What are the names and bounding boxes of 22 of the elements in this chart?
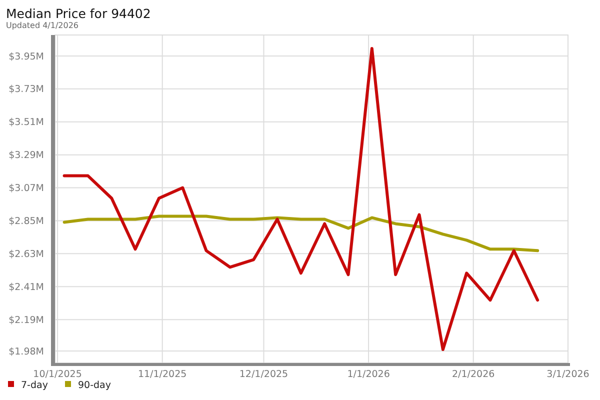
x-tick-label: 3/1/2026 <box>546 369 590 380</box>
chart-title: Median Price for 94402 <box>6 6 151 21</box>
y-tick-label: $2.63M <box>8 248 44 260</box>
y-tick-label: $2.41M <box>8 282 44 293</box>
legend-label: 90-day <box>78 380 112 391</box>
y-tick-label: $3.51M <box>8 117 44 128</box>
line-series <box>62 46 540 352</box>
y-tick-label: $3.73M <box>8 84 44 96</box>
x-tick-label: 12/1/2025 <box>239 369 288 380</box>
y-tick-label: $3.07M <box>8 183 44 194</box>
x-tick-label: 2/1/2026 <box>452 369 495 380</box>
y-tick-label: $2.19M <box>8 314 44 326</box>
chart-subtitle: Updated 4/1/2026 <box>6 21 79 30</box>
y-tick-label: $1.98M <box>8 346 44 358</box>
x-tick-label: 10/1/2025 <box>33 369 82 380</box>
x-tick-label: 11/1/2025 <box>138 369 187 380</box>
y-tick-label: $3.29M <box>8 150 44 162</box>
legend-label: 7-day <box>21 380 48 391</box>
y-tick-label: $2.85M <box>8 216 44 228</box>
line-series <box>62 214 540 252</box>
x-tick-label: 1/1/2026 <box>347 369 390 380</box>
y-tick-label: $3.95M <box>8 51 44 62</box>
